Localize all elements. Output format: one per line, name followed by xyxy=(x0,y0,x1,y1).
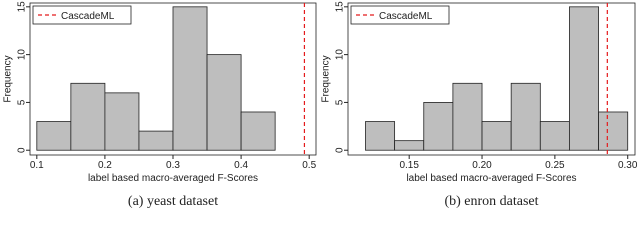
y-axis-label: Frequency xyxy=(321,55,332,102)
y-tick-label: 0 xyxy=(335,147,346,153)
bar xyxy=(172,6,208,151)
y-tick-label: 5 xyxy=(17,99,28,105)
caption: (b) enron dataset xyxy=(444,194,538,209)
x-axis-label: label based macro-averaged F-Scores xyxy=(406,173,576,184)
legend-label: CascadeML xyxy=(379,11,433,22)
legend-box xyxy=(350,5,450,25)
bar xyxy=(104,92,140,151)
bar xyxy=(539,121,570,151)
bar xyxy=(394,140,425,151)
bar xyxy=(598,111,629,151)
y-axis-label: Frequency xyxy=(3,55,14,102)
y-tick-label: 15 xyxy=(335,1,346,13)
bar xyxy=(569,6,599,151)
y-tick-label: 0 xyxy=(17,147,28,153)
bar xyxy=(423,102,454,151)
x-tick-label: 0.2 xyxy=(98,160,112,171)
x-tick-label: 0.30 xyxy=(618,160,638,171)
plot-frame xyxy=(347,2,636,156)
bar xyxy=(36,121,72,151)
y-tick-label: 10 xyxy=(335,49,346,61)
legend-label: CascadeML xyxy=(61,11,115,22)
x-tick-label: 0.15 xyxy=(399,160,419,171)
x-axis-label: label based macro-averaged F-Scores xyxy=(88,173,258,184)
bar xyxy=(70,82,106,151)
x-tick-label: 0.5 xyxy=(302,160,316,171)
bar xyxy=(240,111,276,151)
figure: 0 5 10 15 0.1 0.2 0.3 0.4 0.5 CascadeML label base… xyxy=(3,1,638,209)
caption: (a) yeast dataset xyxy=(128,194,218,209)
y-tick-label: 10 xyxy=(17,49,28,61)
bar xyxy=(138,130,174,151)
bar xyxy=(481,121,512,151)
bar xyxy=(365,121,396,151)
x-tick-label: 0.4 xyxy=(234,160,248,171)
y-tick-label: 15 xyxy=(17,1,28,13)
x-tick-label: 0.20 xyxy=(472,160,492,171)
x-tick-label: 0.3 xyxy=(166,160,180,171)
y-tick-label: 5 xyxy=(335,99,346,105)
legend-box xyxy=(32,5,132,25)
x-tick-label: 0.25 xyxy=(545,160,565,171)
bar xyxy=(510,82,541,151)
bar xyxy=(206,54,242,151)
bar xyxy=(452,82,483,151)
x-tick-label: 0.1 xyxy=(30,160,44,171)
